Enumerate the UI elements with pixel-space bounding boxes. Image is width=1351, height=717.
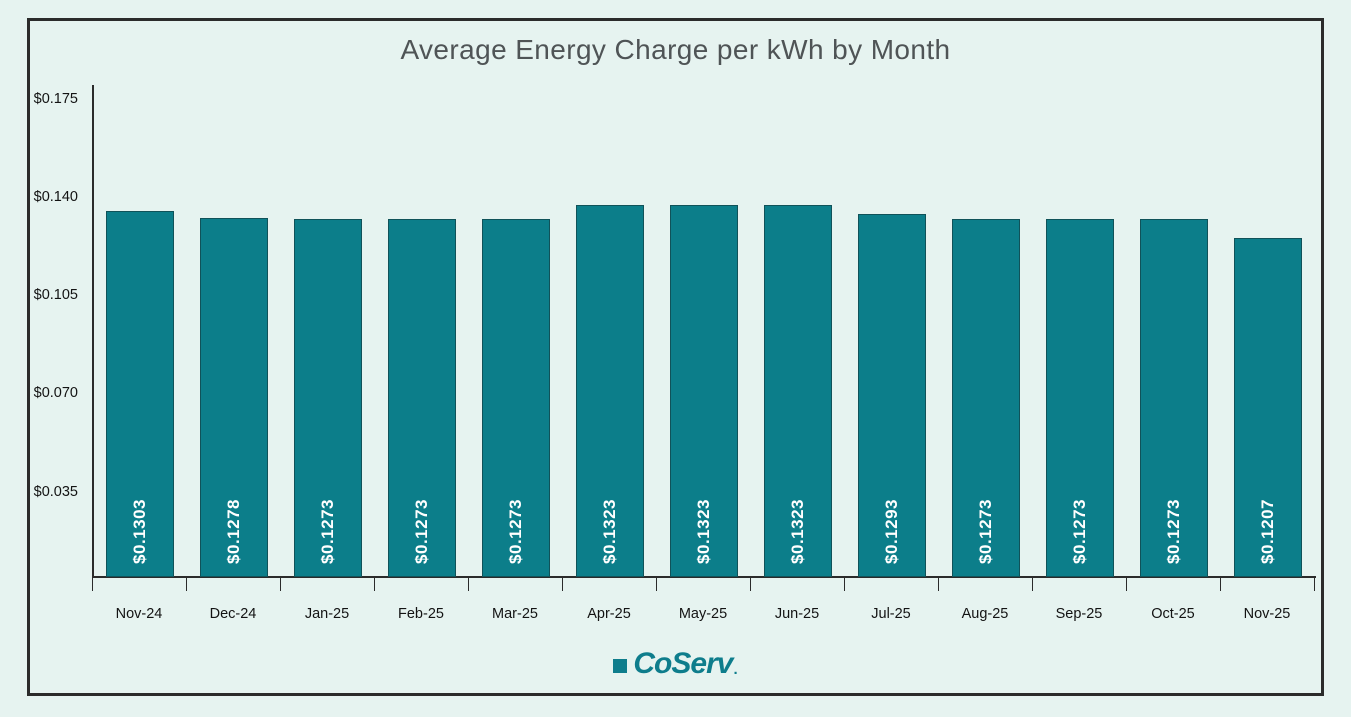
x-axis-tick bbox=[1220, 578, 1221, 591]
x-axis-tick bbox=[468, 578, 469, 591]
x-axis-category-label: Oct-25 bbox=[1151, 606, 1195, 622]
bar: $0.1207 bbox=[1233, 238, 1302, 577]
x-axis-tick bbox=[1126, 578, 1127, 591]
x-axis-category-label: Jun-25 bbox=[774, 606, 820, 622]
coserv-logo-text: CoServ bbox=[633, 647, 733, 680]
bar-value-label: $0.1273 bbox=[505, 499, 525, 564]
x-axis-tick bbox=[938, 578, 939, 591]
bar-value-label: $0.1273 bbox=[317, 499, 337, 564]
bar-value-label: $0.1207 bbox=[1257, 499, 1277, 564]
bar: $0.1323 bbox=[575, 205, 644, 577]
chart-frame bbox=[27, 18, 1324, 696]
bar: $0.1273 bbox=[387, 219, 456, 577]
chart-title: Average Energy Charge per kWh by Month bbox=[400, 34, 951, 65]
bar-value-label: $0.1273 bbox=[975, 499, 995, 564]
x-axis-tick bbox=[92, 578, 93, 591]
y-axis-tick-label: $0.105 bbox=[33, 287, 78, 304]
x-axis-category-label: Mar-25 bbox=[492, 606, 538, 622]
x-axis-tick bbox=[1314, 578, 1315, 591]
y-axis-tick-label: $0.035 bbox=[33, 483, 78, 500]
coserv-logo-mark: . bbox=[733, 661, 738, 678]
y-axis-tick-label: $0.140 bbox=[33, 188, 78, 205]
bar: $0.1278 bbox=[199, 218, 268, 577]
bar: $0.1293 bbox=[857, 214, 926, 577]
x-axis-category-label: Jul-25 bbox=[871, 606, 911, 622]
coserv-logo-square-icon bbox=[613, 658, 628, 673]
x-axis-category-label: Apr-25 bbox=[587, 606, 631, 622]
y-axis-tick-label: $0.070 bbox=[33, 385, 78, 402]
x-axis-tick bbox=[750, 578, 751, 591]
x-axis-tick bbox=[186, 578, 187, 591]
bar: $0.1273 bbox=[1139, 219, 1208, 577]
x-axis-category-label: Dec-24 bbox=[209, 606, 257, 622]
x-axis-tick bbox=[844, 578, 845, 591]
bar-value-label: $0.1278 bbox=[223, 499, 243, 564]
x-axis-category-label: Nov-24 bbox=[115, 606, 163, 622]
bar-value-label: $0.1273 bbox=[1069, 499, 1089, 564]
x-axis-tick bbox=[280, 578, 281, 591]
x-axis-category-label: Sep-25 bbox=[1055, 606, 1103, 622]
x-axis-category-label: May-25 bbox=[678, 606, 728, 622]
x-axis-line bbox=[92, 576, 1316, 578]
x-axis-tick bbox=[562, 578, 563, 591]
bar-value-label: $0.1293 bbox=[881, 499, 901, 564]
bar-value-label: $0.1323 bbox=[693, 499, 713, 564]
bar: $0.1273 bbox=[951, 219, 1020, 577]
y-axis-line bbox=[92, 85, 94, 577]
bar-value-label: $0.1273 bbox=[411, 499, 431, 564]
bar: $0.1303 bbox=[105, 211, 174, 577]
bar: $0.1323 bbox=[763, 205, 832, 577]
x-axis-tick bbox=[1032, 578, 1033, 591]
bar-value-label: $0.1273 bbox=[1163, 499, 1183, 564]
bar-value-label: $0.1323 bbox=[787, 499, 807, 564]
coserv-logo: CoServ . bbox=[0, 648, 1351, 680]
x-axis-category-label: Aug-25 bbox=[961, 606, 1009, 622]
bar: $0.1273 bbox=[481, 219, 550, 577]
bar-value-label: $0.1323 bbox=[599, 499, 619, 564]
x-axis-category-label: Nov-25 bbox=[1243, 606, 1291, 622]
bar-value-label: $0.1303 bbox=[129, 499, 149, 564]
x-axis-tick bbox=[374, 578, 375, 591]
y-axis-tick-label: $0.175 bbox=[33, 90, 78, 107]
bar: $0.1323 bbox=[669, 205, 738, 577]
bar: $0.1273 bbox=[1045, 219, 1114, 577]
x-axis-category-label: Feb-25 bbox=[398, 606, 444, 622]
x-axis-category-label: Jan-25 bbox=[304, 606, 350, 622]
bar: $0.1273 bbox=[293, 219, 362, 577]
x-axis-tick bbox=[656, 578, 657, 591]
